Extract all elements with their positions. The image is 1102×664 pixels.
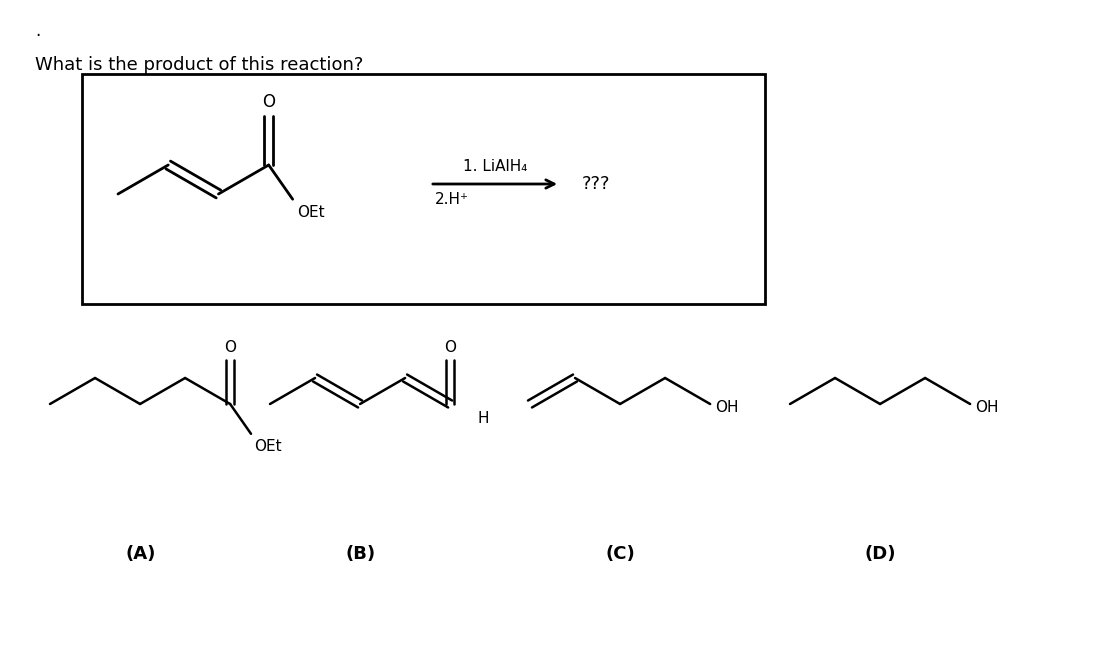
- Text: What is the product of this reaction?: What is the product of this reaction?: [35, 56, 364, 74]
- Text: O: O: [262, 93, 276, 111]
- Text: (A): (A): [126, 545, 155, 563]
- Text: O: O: [444, 340, 456, 355]
- Text: 2.H⁺: 2.H⁺: [435, 192, 469, 207]
- Bar: [82, 74, 765, 304]
- Text: .: .: [35, 22, 41, 40]
- Text: ???: ???: [582, 175, 611, 193]
- Text: (B): (B): [345, 545, 375, 563]
- Text: OH: OH: [975, 400, 998, 414]
- Text: (D): (D): [864, 545, 896, 563]
- Text: OH: OH: [715, 400, 738, 414]
- Text: OEt: OEt: [255, 439, 282, 454]
- Text: 1. LiAlH₄: 1. LiAlH₄: [463, 159, 527, 174]
- Text: H: H: [478, 411, 489, 426]
- Text: O: O: [224, 340, 236, 355]
- Text: OEt: OEt: [296, 205, 324, 220]
- Text: (C): (C): [605, 545, 635, 563]
